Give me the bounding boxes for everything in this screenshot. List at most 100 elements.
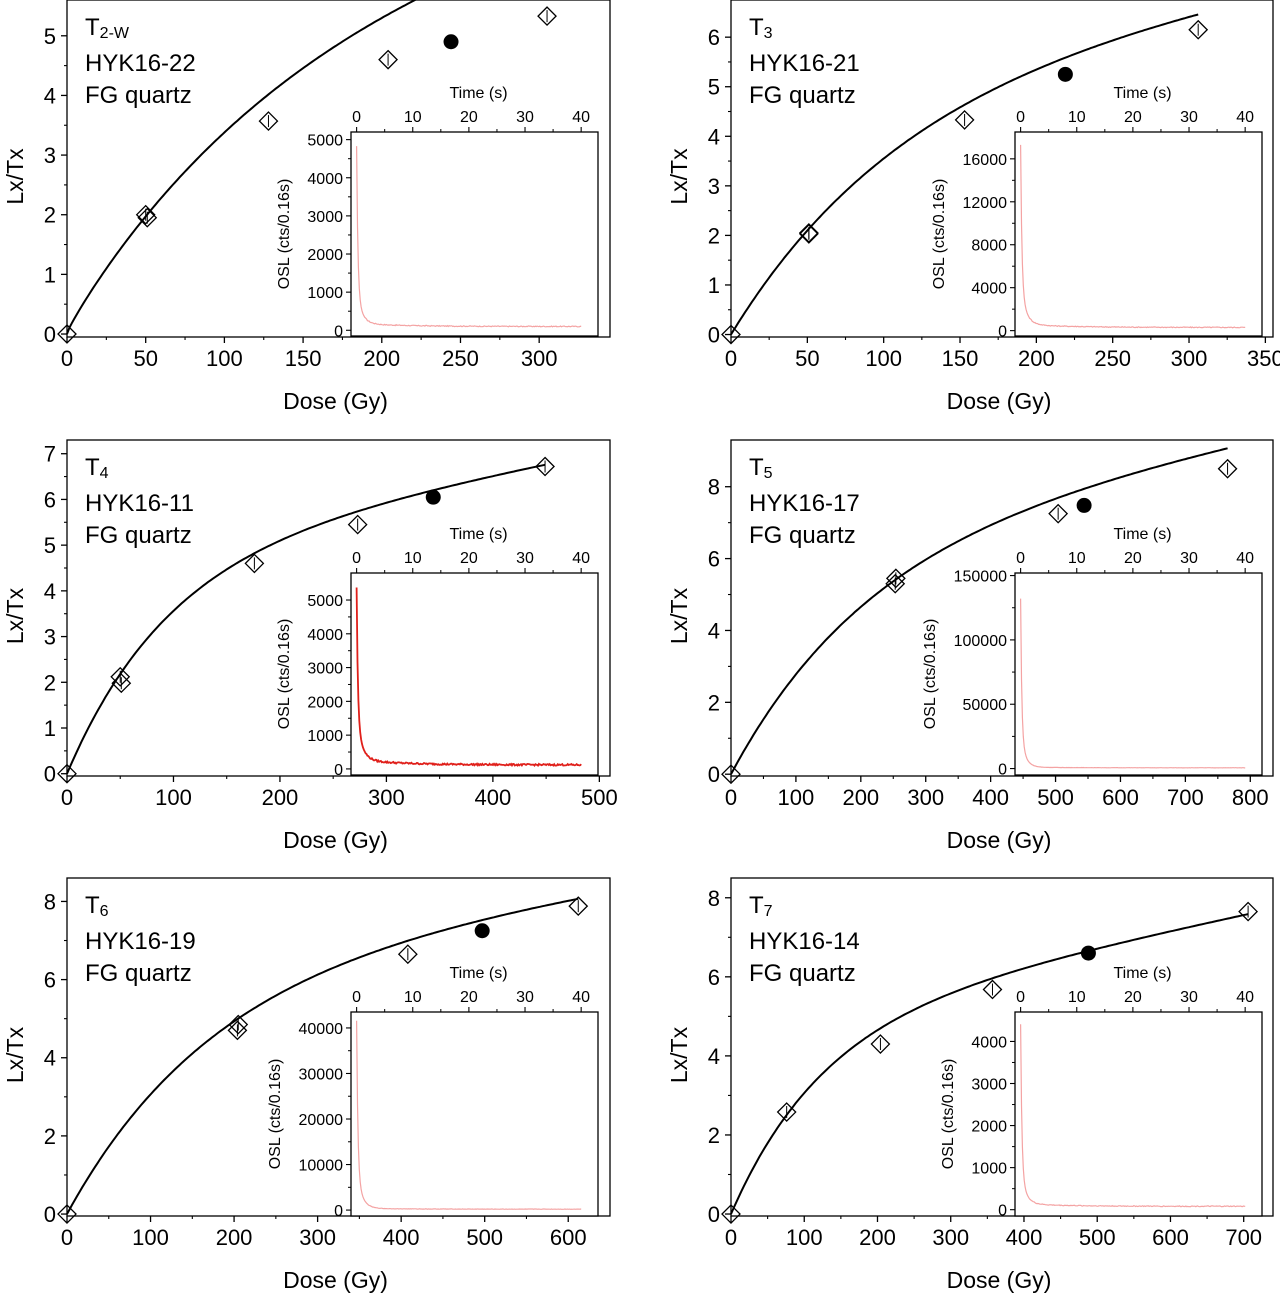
data-point xyxy=(244,553,265,574)
x-tick-label: 0 xyxy=(61,785,73,810)
x-tick-label: 500 xyxy=(1079,1225,1116,1250)
x-tick-label: 250 xyxy=(442,346,479,371)
y-tick-label: 0 xyxy=(44,322,56,347)
terrace-label: T5 xyxy=(749,454,773,482)
terrace-prefix: T xyxy=(749,892,764,919)
inset-y-axis-title: OSL (cts/0.16s) xyxy=(276,179,293,290)
data-point xyxy=(954,110,975,130)
terrace-subscript: 4 xyxy=(100,465,109,482)
inset-y-tick-label: 5000 xyxy=(307,133,343,150)
x-tick-label: 600 xyxy=(1152,1225,1189,1250)
y-tick-label: 6 xyxy=(44,968,56,993)
terrace-label: T2-W xyxy=(85,14,130,42)
x-tick-label: 200 xyxy=(1018,346,1055,371)
inset-y-tick-label: 100000 xyxy=(954,633,1007,650)
natural-point xyxy=(1080,945,1096,961)
inset-x-tick-label: 0 xyxy=(1016,550,1025,567)
x-tick-label: 100 xyxy=(778,785,815,810)
y-tick-label: 0 xyxy=(708,323,720,348)
data-point xyxy=(798,223,819,244)
data-point xyxy=(397,944,418,965)
natural-point xyxy=(425,489,441,505)
y-tick-label: 6 xyxy=(708,547,720,572)
data-point xyxy=(135,204,156,225)
inset-y-axis-title: OSL (cts/0.16s) xyxy=(940,1059,957,1170)
x-tick-label: 700 xyxy=(1225,1225,1262,1250)
inset-y-tick-label: 2000 xyxy=(307,247,343,264)
inset-frame xyxy=(1014,572,1263,776)
data-point xyxy=(798,223,819,243)
x-tick-label: 300 xyxy=(521,346,558,371)
inset-y-tick-label: 8000 xyxy=(971,238,1007,255)
natural-point xyxy=(443,34,459,50)
inset-x-tick-label: 40 xyxy=(1236,989,1254,1006)
inset-y-tick-label: 10000 xyxy=(299,1158,344,1175)
x-tick-label: 400 xyxy=(972,785,1009,810)
x-tick-label: 100 xyxy=(206,346,243,371)
inset-x-tick-label: 30 xyxy=(1180,550,1198,567)
y-tick-label: 3 xyxy=(44,143,56,168)
x-tick-label: 250 xyxy=(1094,346,1131,371)
y-axis-title: Lx/Tx xyxy=(2,1026,28,1083)
osl-inset: 0 10 20 30 40 Time (s) 0 50000 100000 150000 OSL (… xyxy=(922,526,1263,779)
y-tick-label: 0 xyxy=(708,762,720,787)
x-axis-title: Dose (Gy) xyxy=(947,1267,1052,1293)
x-tick-label: 100 xyxy=(865,346,902,371)
inset-x-tick-label: 0 xyxy=(352,550,361,567)
x-tick-label: 0 xyxy=(61,1225,73,1250)
terrace-subscript: 6 xyxy=(100,903,109,920)
data-point xyxy=(776,1102,797,1122)
inset-y-tick-label: 3000 xyxy=(307,661,343,678)
inset-x-tick-label: 30 xyxy=(1180,989,1198,1006)
inset-y-tick-label: 0 xyxy=(334,762,343,779)
terrace-prefix: T xyxy=(749,14,764,41)
natural-point xyxy=(474,923,490,939)
inset-y-tick-label: 3000 xyxy=(971,1077,1007,1094)
y-tick-label: 2 xyxy=(708,223,720,248)
inset-x-axis-title: Time (s) xyxy=(449,85,507,102)
inset-y-tick-label: 4000 xyxy=(307,171,343,188)
inset-x-tick-label: 0 xyxy=(1016,989,1025,1006)
x-tick-label: 500 xyxy=(466,1225,503,1250)
inset-y-axis-title: OSL (cts/0.16s) xyxy=(276,619,293,730)
osl-decay-curve xyxy=(1020,1024,1246,1208)
plot-frame xyxy=(66,877,611,1217)
inset-y-tick-label: 1000 xyxy=(971,1161,1007,1178)
terrace-subscript: 7 xyxy=(764,903,773,920)
x-tick-label: 200 xyxy=(842,785,879,810)
terrace-label: T6 xyxy=(85,892,109,920)
inset-frame xyxy=(350,131,599,337)
x-tick-label: 100 xyxy=(786,1225,823,1250)
material-label: FG quartz xyxy=(85,82,192,109)
inset-y-tick-label: 3000 xyxy=(307,209,343,226)
inset-x-tick-label: 40 xyxy=(572,989,590,1006)
y-tick-label: 6 xyxy=(708,25,720,50)
data-point xyxy=(137,207,158,228)
y-tick-label: 3 xyxy=(708,174,720,199)
osl-decay-curve xyxy=(1020,144,1246,329)
y-tick-label: 4 xyxy=(708,1044,720,1069)
data-point xyxy=(57,763,77,784)
inset-x-tick-label: 20 xyxy=(460,550,478,567)
sample-label: HYK16-17 xyxy=(749,490,860,517)
plot-frame xyxy=(66,0,611,338)
y-tick-label: 2 xyxy=(44,670,56,695)
x-tick-label: 300 xyxy=(932,1225,969,1250)
data-point xyxy=(57,1204,77,1224)
x-axis-title: Dose (Gy) xyxy=(283,1267,388,1293)
y-tick-label: 8 xyxy=(708,475,720,500)
data-point xyxy=(721,1204,741,1224)
sample-label: HYK16-22 xyxy=(85,50,196,77)
inset-y-tick-label: 40000 xyxy=(299,1021,344,1038)
osl-decay-curve xyxy=(355,587,582,768)
terrace-label: T7 xyxy=(749,892,773,920)
data-point xyxy=(347,514,368,535)
y-tick-label: 6 xyxy=(44,487,56,512)
terrace-subscript: 3 xyxy=(764,25,773,42)
osl-decay-curve xyxy=(356,146,582,328)
x-tick-label: 200 xyxy=(363,346,400,371)
y-tick-label: 8 xyxy=(44,889,56,914)
terrace-prefix: T xyxy=(85,14,100,41)
